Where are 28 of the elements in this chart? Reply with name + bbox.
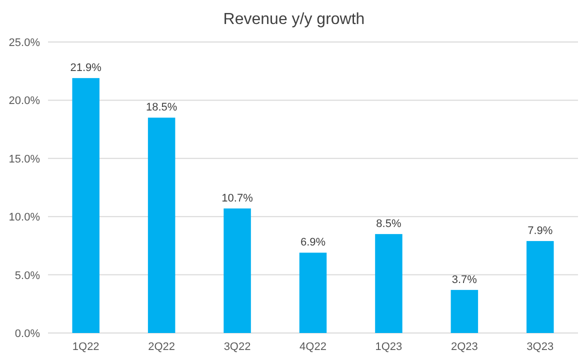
x-tick-label: 2Q22 bbox=[148, 341, 176, 353]
data-label: 21.9% bbox=[70, 62, 102, 74]
x-tick-label: 3Q23 bbox=[526, 341, 554, 353]
x-tick-label: 2Q23 bbox=[450, 341, 478, 353]
y-tick-label: 10.0% bbox=[8, 212, 40, 224]
y-tick-label: 0.0% bbox=[14, 328, 40, 340]
x-tick-label: 3Q22 bbox=[224, 341, 251, 353]
bar bbox=[299, 252, 327, 333]
x-tick-label: 1Q23 bbox=[375, 341, 402, 353]
y-tick-label: 15.0% bbox=[8, 153, 40, 166]
x-tick-label: 4Q22 bbox=[300, 341, 326, 353]
y-tick-label: 20.0% bbox=[8, 95, 40, 108]
data-label: 6.9% bbox=[300, 236, 326, 249]
bar bbox=[526, 241, 554, 333]
data-label: 8.5% bbox=[376, 218, 402, 230]
x-tick-label: 1Q22 bbox=[72, 341, 100, 353]
data-label: 18.5% bbox=[146, 102, 178, 114]
bar bbox=[224, 208, 251, 333]
data-label: 7.9% bbox=[528, 225, 553, 238]
bar bbox=[148, 118, 176, 333]
bar bbox=[375, 234, 402, 333]
y-tick-label: 25.0% bbox=[8, 37, 40, 49]
bar bbox=[450, 290, 478, 333]
data-label: 10.7% bbox=[222, 192, 254, 204]
bar bbox=[72, 78, 100, 333]
data-label: 3.7% bbox=[452, 274, 478, 286]
y-tick-label: 5.0% bbox=[14, 270, 40, 282]
chart-title: Revenue y/y growth bbox=[223, 11, 365, 28]
